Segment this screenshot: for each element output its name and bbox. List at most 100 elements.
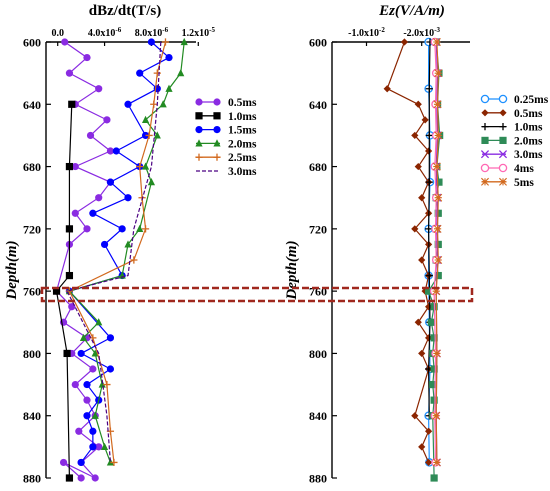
data-point [425, 147, 433, 155]
x-tick-label: 0.0 [51, 28, 64, 39]
data-point [59, 458, 68, 467]
legend-marker [480, 150, 490, 159]
data-point [52, 287, 61, 295]
highlight-band-760 [40, 286, 474, 303]
series-2.0ms [65, 37, 188, 466]
data-point [421, 116, 429, 124]
legend-entry: 5ms [481, 177, 534, 189]
data-point [95, 318, 103, 326]
legend-label: 4ms [514, 163, 534, 175]
data-point [83, 225, 91, 233]
legend-entry: 1.5ms [195, 125, 257, 137]
data-point [434, 69, 443, 78]
data-point [425, 85, 433, 93]
series-line [55, 41, 112, 479]
legend-marker [213, 139, 221, 147]
data-point [71, 380, 79, 389]
data-point [180, 37, 188, 46]
data-point [411, 412, 419, 420]
data-point [418, 349, 426, 358]
y-tick-label: 760 [23, 285, 41, 299]
legend-marker [499, 136, 507, 144]
data-point [65, 271, 74, 280]
legend-marker [480, 94, 490, 104]
data-point [418, 194, 426, 202]
data-point [141, 115, 150, 123]
data-point [425, 287, 433, 295]
data-point [112, 147, 120, 155]
data-point [434, 193, 443, 202]
series-0.5ms [383, 38, 433, 467]
data-point [124, 100, 132, 108]
legend-label: 2.0ms [514, 135, 543, 147]
left-chart-title: dBz/dt(T/s) [89, 3, 162, 19]
legend-label: 0.25ms [514, 94, 549, 106]
x-tick-label: -1.0x10-2 [348, 26, 385, 39]
y-tick-label: 840 [309, 409, 327, 423]
legend-label: 1.0ms [514, 122, 543, 134]
legend-marker [499, 109, 507, 117]
y-tick-label: 800 [23, 347, 41, 361]
series-line [433, 41, 437, 463]
data-point [136, 162, 144, 171]
data-point [432, 411, 441, 420]
data-point [153, 69, 161, 77]
data-point [136, 224, 144, 232]
data-point [91, 474, 99, 482]
data-point [79, 333, 88, 341]
data-point [433, 224, 442, 233]
data-point [95, 443, 103, 451]
legend-entry: 1.0ms [195, 111, 257, 123]
data-point [61, 38, 69, 46]
series-5ms [432, 38, 443, 467]
data-point [418, 256, 426, 264]
y-tick-label: 640 [23, 98, 41, 112]
y-tick-label: 720 [309, 222, 327, 236]
data-point [89, 443, 97, 451]
data-point [430, 334, 438, 342]
data-point [86, 131, 95, 140]
data-point [400, 38, 409, 46]
legend-marker [499, 177, 507, 186]
data-point [425, 427, 433, 435]
data-point [425, 303, 433, 311]
legend-marker [195, 153, 203, 161]
legend-entry: 2.0ms [481, 135, 543, 147]
legend-marker [481, 109, 489, 117]
legend-marker [481, 177, 489, 186]
data-point [435, 178, 443, 186]
legend-entry: 2.0ms [195, 138, 257, 150]
data-point [124, 194, 132, 202]
data-point [83, 396, 91, 404]
data-point [89, 365, 97, 373]
data-point [383, 85, 391, 93]
data-point [103, 380, 111, 389]
left-y-axis-label: Depth(m) [4, 240, 20, 300]
data-point [434, 131, 443, 140]
series-line [66, 41, 162, 463]
data-point [100, 442, 109, 450]
x-tick-label: 4.0x10-6 [88, 26, 122, 39]
data-point [411, 131, 419, 140]
legend-marker [195, 139, 203, 147]
legend-marker [213, 126, 221, 134]
y-tick-label: 600 [309, 36, 327, 50]
data-point [65, 474, 74, 482]
data-point [136, 69, 144, 77]
data-point [75, 427, 83, 435]
y-tick-label: 880 [309, 472, 327, 486]
data-point [91, 411, 99, 419]
data-point [432, 458, 441, 467]
data-point [91, 349, 99, 357]
data-point [159, 100, 167, 108]
data-point [83, 412, 91, 420]
legend-marker [213, 153, 221, 161]
data-point [71, 209, 79, 217]
data-point [153, 131, 161, 139]
data-point [98, 380, 106, 388]
legend-marker [195, 98, 203, 106]
data-point [106, 334, 115, 342]
y-tick-label: 600 [23, 36, 41, 50]
